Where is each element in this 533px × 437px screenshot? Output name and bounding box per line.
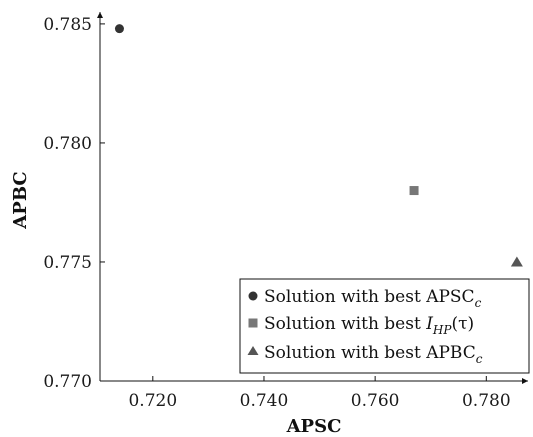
y-axis-title: APBC <box>10 171 31 229</box>
y-tick-label: 0.780 <box>43 134 92 154</box>
axes <box>97 12 528 384</box>
x-axis-title: APSC <box>286 416 342 437</box>
y-tick-label: 0.770 <box>43 372 92 392</box>
legend-entry-3: Solution with best APBCc <box>264 343 483 366</box>
legend-box <box>239 278 530 374</box>
x-tick-label: 0.720 <box>128 391 177 411</box>
x-tick-label: 0.740 <box>240 391 289 411</box>
x-tick-label: 0.780 <box>462 391 511 411</box>
legend: Solution with best APSCc Solution with b… <box>239 278 530 374</box>
y-axis-arrow <box>97 12 103 18</box>
data-point-square <box>409 186 419 196</box>
x-axis-arrow <box>522 378 528 384</box>
legend-entry-1: Solution with best APSCc <box>264 287 482 310</box>
legend-entry-2: Solution with best IHP(τ) <box>264 314 474 337</box>
data-point-circle <box>114 24 124 34</box>
y-tick-label: 0.775 <box>43 253 92 273</box>
data-points <box>114 24 523 267</box>
ticks: 0.720 0.740 0.760 0.780 0.770 0.775 0.780 0.785 <box>43 15 510 411</box>
legend-marker-circle <box>248 291 258 301</box>
legend-marker-triangle <box>247 346 259 355</box>
y-tick-label: 0.785 <box>43 15 92 35</box>
legend-marker-square <box>248 318 258 328</box>
data-point-triangle <box>510 256 523 267</box>
x-tick-label: 0.760 <box>351 391 400 411</box>
